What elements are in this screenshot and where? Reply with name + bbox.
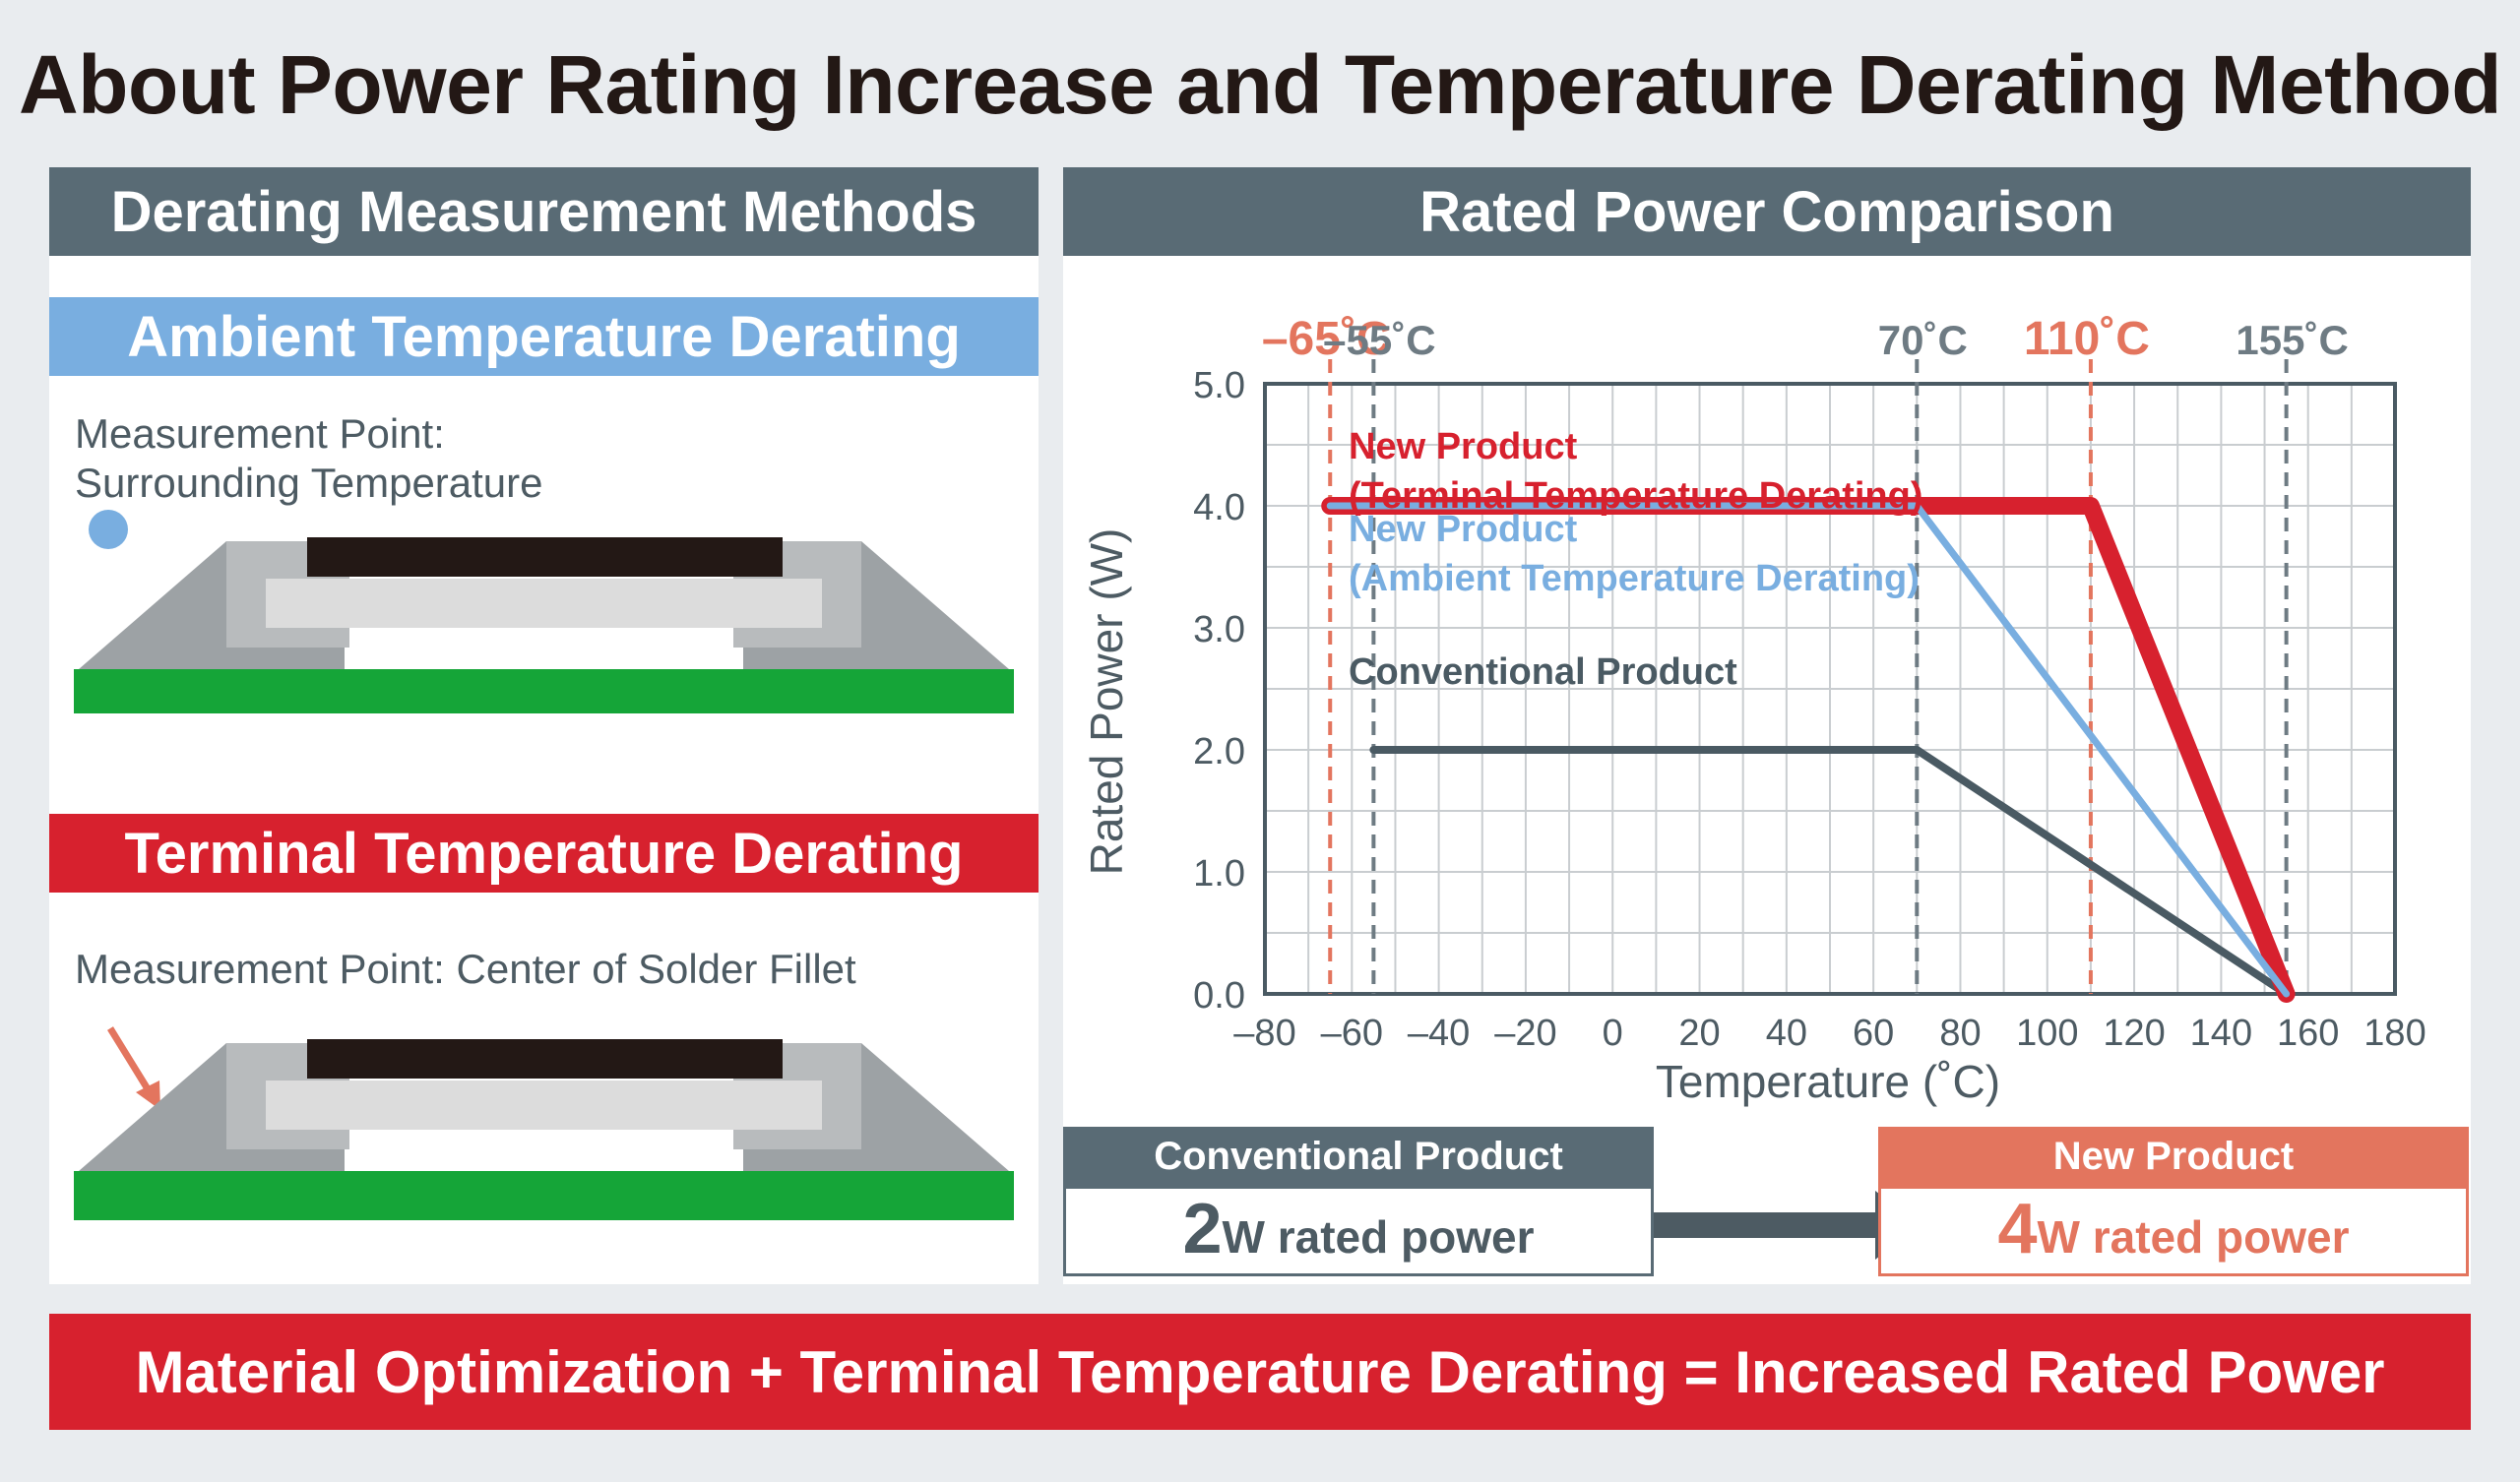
x-tick-label: 160 (2277, 1013, 2339, 1054)
pcb-board (74, 1171, 1014, 1220)
x-tick-label: 60 (1853, 1013, 1894, 1054)
series-label: New Product (1349, 509, 1578, 550)
reference-line-label: –55˚C (1323, 317, 1435, 363)
rated-power-chart: –65˚C–55˚C 70˚C 110˚C 155˚C Conventional Pro… (1081, 313, 2426, 1107)
pcb-board (74, 669, 1014, 713)
reference-line-label: –65˚C (1262, 313, 1391, 365)
reference-line-label: 70˚C (1878, 317, 1968, 363)
y-tick-label: 0.0 (1193, 975, 1245, 1017)
y-tick-label: 4.0 (1193, 487, 1245, 528)
resistor-element (307, 1039, 783, 1079)
resistor-substrate (266, 579, 822, 628)
x-tick-label: 20 (1678, 1013, 1720, 1054)
series-label: (Ambient Temperature Derating) (1349, 558, 1920, 599)
y-tick-label: 2.0 (1193, 731, 1245, 772)
footer-banner: Material Optimization + Terminal Tempera… (49, 1314, 2471, 1430)
left-panel-header: Derating Measurement Methods (49, 167, 1039, 256)
x-tick-label: 0 (1603, 1013, 1623, 1054)
x-tick-label: 40 (1766, 1013, 1807, 1054)
measurement-arrow (107, 1026, 160, 1110)
new-value-box: 4 W rated power (1878, 1186, 2469, 1276)
x-tick-label: –20 (1494, 1013, 1556, 1054)
reference-line-label: 110˚C (2024, 313, 2150, 365)
new-unit: W rated power (2037, 1211, 2350, 1263)
x-tick-label: 180 (2363, 1013, 2426, 1054)
y-tick-label: 5.0 (1193, 365, 1245, 406)
new-product-label: New Product (1878, 1127, 2469, 1186)
x-tick-label: 100 (2016, 1013, 2078, 1054)
terminal-derating-label: Terminal Temperature Derating (49, 814, 1039, 893)
resistor-element (307, 537, 783, 577)
x-tick-label: 140 (2190, 1013, 2252, 1054)
right-panel-header: Rated Power Comparison (1063, 167, 2471, 256)
x-axis-label: Temperature (˚C) (1656, 1056, 2000, 1107)
terminal-note: Measurement Point: Center of Solder Fill… (75, 946, 856, 992)
terminal-resistor-diagram (74, 1026, 1014, 1220)
left-panel: Derating Measurement Methods Ambient Tem… (49, 167, 1039, 1284)
x-tick-label: –80 (1233, 1013, 1295, 1054)
series-line (1326, 502, 2291, 998)
y-tick-label: 1.0 (1193, 853, 1245, 895)
conventional-value: 2 (1182, 1190, 1223, 1268)
series-label: Conventional Product (1349, 651, 1737, 693)
series-label: (Terminal Temperature Derating) (1349, 475, 1923, 517)
x-tick-label: –40 (1408, 1013, 1470, 1054)
page-title: About Power Rating Increase and Temperat… (19, 38, 2502, 131)
reference-line-label: 155˚C (2236, 317, 2348, 363)
plot-frame (1263, 382, 2397, 996)
series-label: New Product (1349, 426, 1578, 467)
measurement-point-dot (89, 510, 128, 549)
series-line (1369, 746, 2291, 998)
ambient-note-line2: Surrounding Temperature (75, 460, 543, 506)
resistor-substrate (266, 1081, 822, 1130)
conventional-label: Conventional Product (1063, 1127, 1654, 1186)
ambient-note-line1: Measurement Point: (75, 410, 445, 457)
right-panel: Rated Power Comparison –65˚C –55˚C 70˚C 110… (1063, 167, 2471, 1284)
ambient-derating-label: Ambient Temperature Derating (49, 297, 1039, 376)
y-axis-label: Rated Power (W) (1081, 528, 1132, 876)
x-tick-label: 80 (1939, 1013, 1981, 1054)
y-tick-label: 3.0 (1193, 609, 1245, 650)
new-value: 4 (1997, 1190, 2038, 1268)
conventional-unit: W rated power (1222, 1211, 1535, 1263)
ambient-resistor-diagram (74, 510, 1014, 713)
conventional-value-box: 2 W rated power (1063, 1186, 1654, 1276)
x-tick-label: 120 (2103, 1013, 2165, 1054)
x-tick-label: –60 (1321, 1013, 1383, 1054)
